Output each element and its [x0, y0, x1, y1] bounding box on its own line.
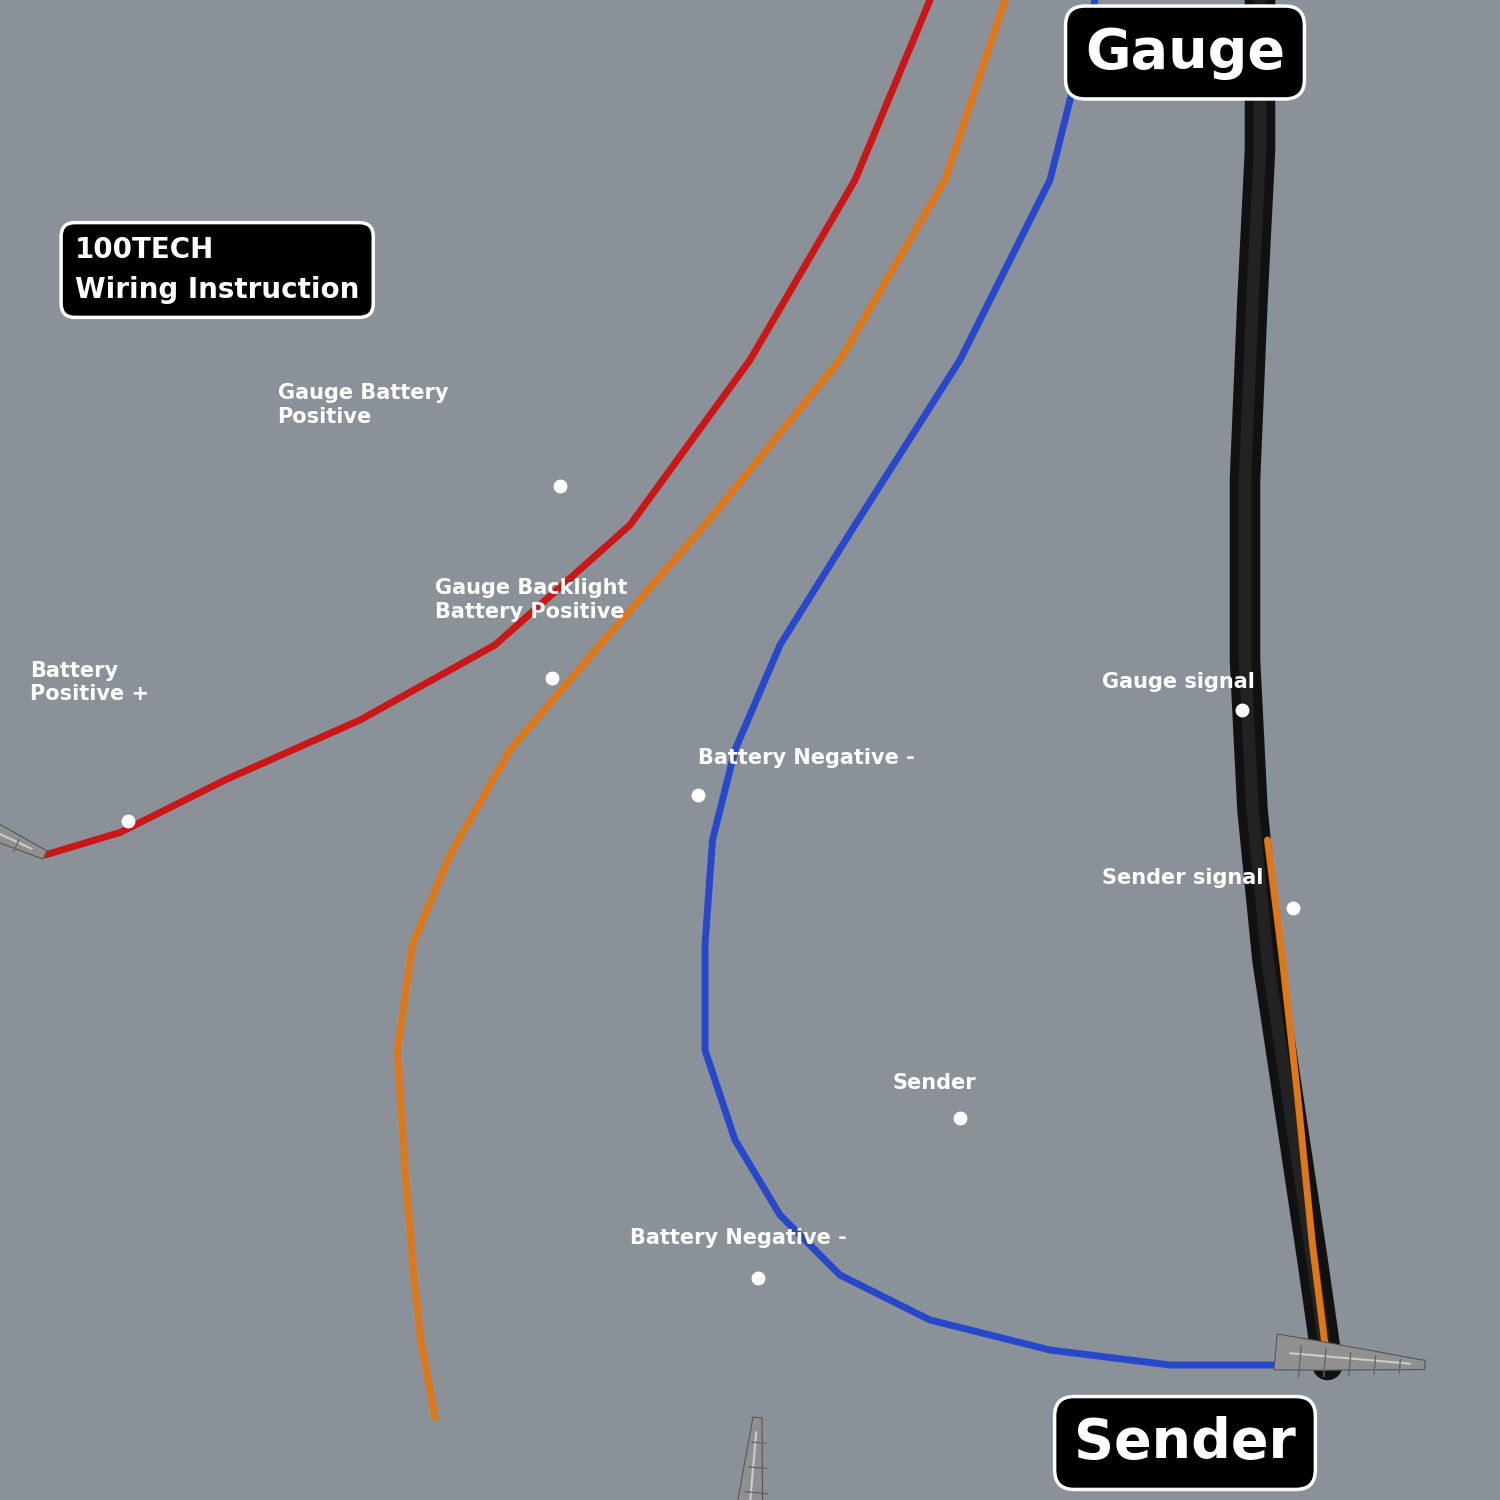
Text: Battery
Positive +: Battery Positive + [30, 662, 148, 704]
Text: Gauge Battery
Positive: Gauge Battery Positive [278, 384, 448, 426]
Text: Gauge Backlight
Battery Positive: Gauge Backlight Battery Positive [435, 579, 627, 621]
Text: Gauge signal: Gauge signal [1102, 672, 1256, 693]
Polygon shape [0, 762, 46, 859]
Text: Sender signal: Sender signal [1102, 867, 1264, 888]
Text: Battery Negative -: Battery Negative - [630, 1227, 846, 1248]
Text: Sender: Sender [892, 1072, 977, 1094]
Polygon shape [1274, 1334, 1425, 1370]
Polygon shape [726, 1418, 762, 1500]
Text: Gauge: Gauge [1084, 26, 1286, 80]
Text: Battery Negative -: Battery Negative - [698, 747, 914, 768]
Text: Sender: Sender [1074, 1416, 1296, 1470]
Text: 100TECH
Wiring Instruction: 100TECH Wiring Instruction [75, 237, 360, 303]
